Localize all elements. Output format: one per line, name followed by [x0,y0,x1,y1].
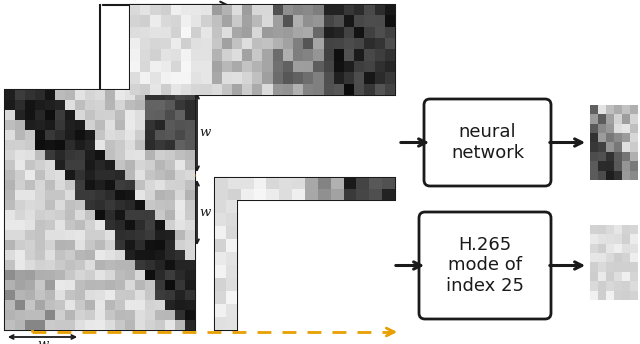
Text: w: w [199,126,211,139]
Bar [130,5,395,95]
Text: H.265
mode of
index 25: H.265 mode of index 25 [446,236,524,295]
FancyBboxPatch shape [424,99,551,186]
Text: w: w [199,206,211,219]
Bar [215,200,237,330]
Text: w: w [77,236,88,248]
Bar [215,178,395,200]
Text: w: w [157,161,168,174]
Bar [5,90,195,330]
FancyBboxPatch shape [419,212,551,319]
Text: neural
network: neural network [451,123,524,162]
Text: w: w [37,338,48,344]
Text: w: w [134,284,146,298]
